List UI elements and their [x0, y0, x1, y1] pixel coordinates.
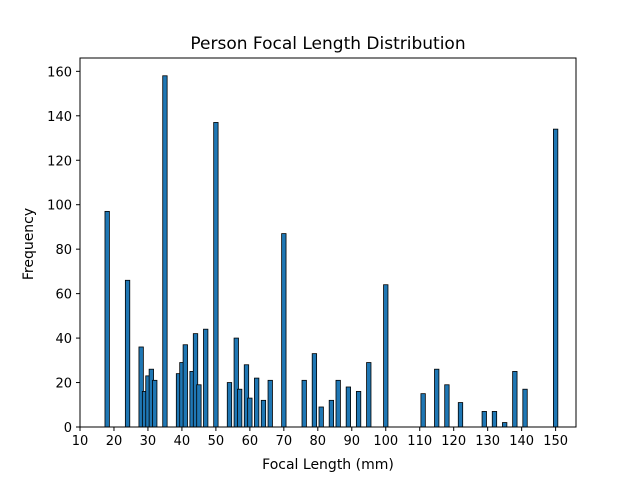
- x-ticks-group: 10 20 30 40 50 60 70 80 90 100 110 120 130 140 150: [72, 427, 568, 449]
- x-tick-label: 30: [140, 434, 157, 449]
- bar: [254, 377, 260, 428]
- x-tick-label: 10: [72, 434, 89, 449]
- x-tick-label: 60: [242, 434, 259, 449]
- bar: [383, 284, 389, 428]
- bar: [318, 406, 324, 428]
- x-tick-label: 130: [475, 434, 500, 449]
- y-tick-label: 0: [64, 421, 72, 436]
- bar: [335, 379, 341, 428]
- y-tick-label: 20: [55, 377, 72, 392]
- bar: [311, 353, 318, 428]
- y-tick-label: 120: [47, 154, 72, 169]
- chart-title: Person Focal Length Distribution: [190, 34, 465, 54]
- bar: [281, 233, 287, 428]
- y-ticks-group: 0 20 40 60 80 100 120 140 160: [47, 65, 80, 436]
- bar: [213, 122, 219, 428]
- bar: [512, 371, 518, 428]
- x-tick-label: 90: [344, 434, 361, 449]
- bar: [345, 386, 351, 428]
- bar: [182, 344, 188, 428]
- y-tick-label: 140: [47, 110, 72, 125]
- bar: [152, 379, 158, 428]
- bar: [481, 411, 487, 428]
- x-tick-label: 150: [543, 434, 568, 449]
- bar: [434, 368, 440, 428]
- bar: [237, 388, 243, 428]
- x-tick-label: 20: [106, 434, 123, 449]
- bar: [162, 75, 168, 428]
- x-tick-label: 110: [407, 434, 432, 449]
- bar: [366, 362, 372, 428]
- bar: [457, 402, 464, 428]
- x-axis-label: Focal Length (mm): [262, 457, 394, 473]
- y-tick-label: 60: [55, 288, 72, 303]
- y-tick-label: 80: [55, 243, 72, 258]
- bar: [420, 393, 426, 428]
- bar: [104, 210, 110, 428]
- y-tick-label: 40: [55, 332, 72, 347]
- bar: [522, 388, 528, 428]
- y-tick-label: 160: [47, 65, 72, 80]
- plot-area-frame: [79, 57, 577, 428]
- bar: [203, 328, 209, 428]
- y-axis-label: Frequency: [21, 208, 37, 280]
- x-tick-label: 70: [276, 434, 293, 449]
- y-tick-label: 100: [47, 199, 72, 214]
- bar: [260, 399, 267, 428]
- bar: [502, 422, 508, 428]
- bar: [196, 384, 202, 428]
- bar: [328, 399, 335, 428]
- x-tick-label: 100: [373, 434, 398, 449]
- bar: [301, 379, 307, 428]
- bar: [491, 411, 498, 428]
- x-tick-label: 140: [509, 434, 534, 449]
- x-tick-label: 40: [174, 434, 191, 449]
- bar: [226, 382, 233, 428]
- x-tick-label: 120: [441, 434, 466, 449]
- bar: [247, 397, 253, 428]
- x-tick-label: 80: [310, 434, 327, 449]
- bar: [267, 379, 273, 428]
- bar: [553, 128, 559, 428]
- bar: [124, 279, 131, 428]
- bar: [355, 391, 362, 428]
- x-tick-label: 50: [208, 434, 225, 449]
- bar: [444, 384, 450, 428]
